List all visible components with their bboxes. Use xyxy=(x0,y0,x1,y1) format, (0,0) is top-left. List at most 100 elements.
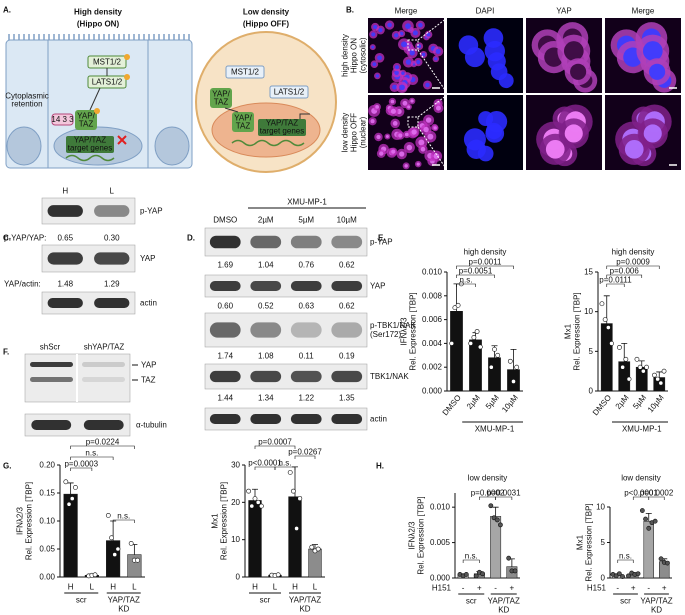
x-tick-label: - xyxy=(616,584,619,593)
diagram-title: Low density xyxy=(243,8,290,17)
data-point xyxy=(69,496,75,501)
data-point xyxy=(640,368,646,374)
data-point xyxy=(294,526,299,531)
panel-label: F. xyxy=(3,348,9,357)
nucleus xyxy=(390,99,395,104)
nucleus xyxy=(412,30,418,36)
x-tick-label: H xyxy=(68,583,74,592)
x-tick-label: L xyxy=(313,583,318,592)
y-tick-label: 0.010 xyxy=(430,503,451,512)
data-point xyxy=(255,499,261,505)
nucleus xyxy=(399,31,404,36)
data-point xyxy=(658,556,664,562)
annotation: n.s. xyxy=(465,552,478,561)
quant-value: 1.04 xyxy=(258,261,274,270)
data-point xyxy=(480,571,485,577)
significance-bracket xyxy=(606,265,660,269)
y-tick-label: 0.005 xyxy=(430,538,451,547)
panel-label: D. xyxy=(187,234,195,243)
blot-band xyxy=(331,235,363,249)
data-point xyxy=(468,340,474,346)
data-point xyxy=(315,546,321,552)
significance-bracket xyxy=(606,274,643,278)
protein-box xyxy=(232,112,254,132)
dna xyxy=(231,139,305,147)
y-tick-label: 0.00 xyxy=(39,573,55,582)
blot-label: (Ser172) xyxy=(370,330,401,339)
significance-bracket xyxy=(70,467,93,471)
blot-label: YAP xyxy=(370,282,385,291)
significance-bracket xyxy=(462,559,480,563)
quant-value: 1.44 xyxy=(217,394,233,403)
nucleus xyxy=(435,105,441,111)
data-point xyxy=(652,518,658,524)
nucleus xyxy=(423,126,429,133)
y-axis-label: Rel. Expression [TBP] xyxy=(409,292,418,370)
significance-bracket xyxy=(606,283,625,287)
data-point xyxy=(626,573,631,579)
nucleus xyxy=(435,48,441,54)
data-point xyxy=(609,340,614,346)
ratio-value: 1.48 xyxy=(57,280,73,289)
arrow xyxy=(299,113,310,119)
data-point xyxy=(602,317,608,322)
nucleus xyxy=(484,40,505,62)
nucleus xyxy=(421,52,426,57)
lane-label: 10µM xyxy=(337,216,358,225)
nucleus xyxy=(404,132,409,137)
annotation: p=0.0224 xyxy=(86,438,120,447)
nucleus xyxy=(425,117,432,123)
blot-label: p-YAP xyxy=(140,207,163,216)
data-point xyxy=(661,368,667,374)
annotation: p<0.0001 xyxy=(248,459,282,468)
annotation: p=0.0002 xyxy=(471,489,505,498)
nucleus xyxy=(394,65,400,70)
y-axis-label: Rel. Expression [TBP] xyxy=(417,496,426,574)
y-axis-label: IFNλ2/3 xyxy=(16,506,25,535)
nucleus xyxy=(642,41,663,61)
y-tick-label: 0 xyxy=(589,387,594,396)
blot-label: TAZ xyxy=(141,376,156,385)
nucleus xyxy=(372,62,377,67)
nucleus xyxy=(379,151,384,156)
data-point xyxy=(474,329,480,334)
data-point xyxy=(275,572,281,578)
nucleus xyxy=(385,135,389,139)
nucleus xyxy=(570,63,587,80)
nucleus xyxy=(404,164,408,168)
nucleus xyxy=(405,59,412,65)
blot-band xyxy=(31,420,72,430)
blot-label: YAP xyxy=(140,254,155,263)
group-label: scr xyxy=(466,597,477,606)
chart-title: low density xyxy=(621,474,661,483)
annotation: p=0.0011 xyxy=(469,258,503,267)
quant-value: 1.69 xyxy=(217,261,233,270)
annotation: n.s. xyxy=(85,449,98,458)
zoom-line xyxy=(417,49,448,94)
y-tick-label: 10 xyxy=(231,535,240,544)
chart-title: low density xyxy=(468,474,508,483)
blot-band xyxy=(250,414,282,424)
group-label: KD xyxy=(118,605,129,614)
significance-bracket xyxy=(70,445,135,449)
data-point xyxy=(112,552,118,557)
data-point xyxy=(637,364,643,370)
annotation: n.s. xyxy=(460,276,473,285)
nucleus xyxy=(402,100,408,106)
y-tick-label: 0.000 xyxy=(430,574,451,583)
y-axis-label: IFNλ2/3 xyxy=(408,521,417,550)
treatment-label: XMU-MP-1 xyxy=(287,198,327,207)
y-tick-label: 10 xyxy=(584,307,593,316)
annotation: p=0.0051 xyxy=(459,267,493,276)
nucleus xyxy=(378,27,383,33)
data-point xyxy=(652,372,657,378)
data-point xyxy=(73,484,78,490)
data-point xyxy=(492,346,497,352)
ratio-label: YAP/actin: xyxy=(4,280,41,289)
nucleus xyxy=(407,105,411,109)
block-x xyxy=(117,135,127,145)
nucleus xyxy=(490,63,508,81)
error-bar xyxy=(312,544,318,549)
x-tick-label: + xyxy=(662,584,667,593)
blot-label: actin xyxy=(370,415,387,424)
